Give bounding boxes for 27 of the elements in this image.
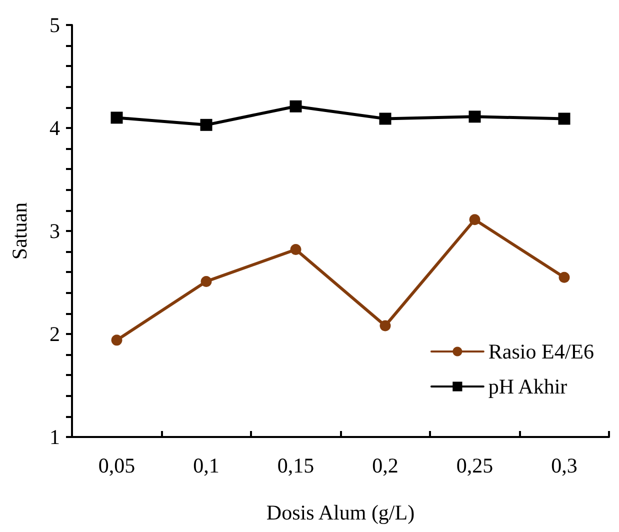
point (469, 214, 480, 226)
point (290, 100, 302, 112)
y-tick-label: 5 (50, 13, 60, 37)
x-tick-label: 0,3 (551, 454, 578, 478)
point (111, 334, 122, 346)
y-axis-title: Satuan (8, 202, 32, 260)
x-tick-label: 0,15 (277, 454, 314, 478)
legend-label: Rasio E4/E6 (488, 340, 594, 364)
point (558, 112, 570, 125)
legend-label: pH Akhir (488, 374, 568, 398)
point (380, 320, 391, 332)
x-axis-title: Dosis Alum (g/L) (266, 500, 415, 524)
point (200, 118, 212, 131)
point (290, 244, 302, 256)
x-tick-label: 0,05 (98, 454, 136, 478)
x-tick-label: 0,25 (456, 454, 494, 478)
point (110, 112, 123, 124)
y-tick-label: 1 (50, 425, 60, 449)
y-tick-label: 2 (50, 322, 60, 346)
point (200, 276, 212, 287)
point (379, 112, 392, 125)
point (558, 272, 570, 283)
x-tick-label: 0,2 (372, 454, 398, 478)
y-tick-label: 4 (50, 116, 60, 140)
point (468, 110, 481, 123)
x-tick-label: 0,1 (193, 454, 220, 478)
y-tick-label: 3 (50, 219, 60, 243)
